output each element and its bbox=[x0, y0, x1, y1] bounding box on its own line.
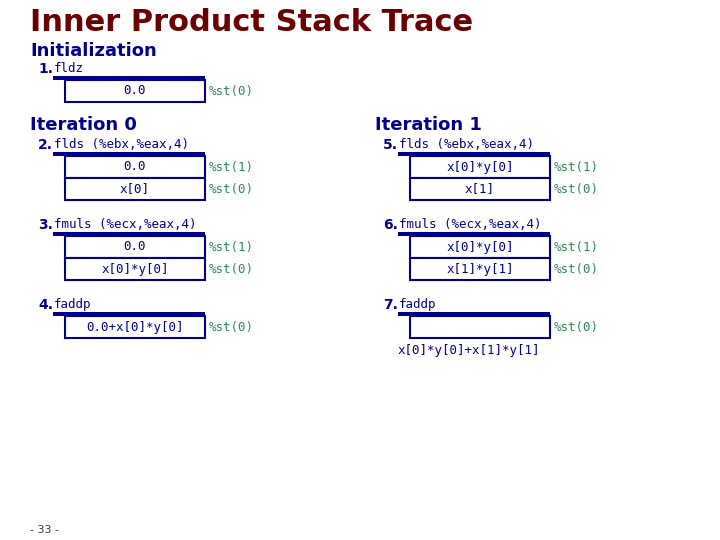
Bar bbox=[53, 76, 205, 80]
Text: 0.0: 0.0 bbox=[124, 240, 146, 253]
Text: faddp: faddp bbox=[399, 298, 436, 311]
Text: flds (%ebx,%eax,4): flds (%ebx,%eax,4) bbox=[54, 138, 189, 151]
Bar bbox=[65, 80, 205, 102]
Text: x[1]*y[1]: x[1]*y[1] bbox=[446, 262, 514, 275]
Text: %st(0): %st(0) bbox=[554, 183, 599, 195]
Text: x[0]*y[0]: x[0]*y[0] bbox=[446, 160, 514, 173]
Text: 7.: 7. bbox=[383, 298, 398, 312]
Bar bbox=[410, 258, 550, 280]
Text: %st(0): %st(0) bbox=[209, 84, 254, 98]
Text: 0.0: 0.0 bbox=[124, 84, 146, 98]
Text: Iteration 1: Iteration 1 bbox=[375, 116, 482, 134]
Text: fmuls (%ecx,%eax,4): fmuls (%ecx,%eax,4) bbox=[399, 218, 541, 231]
Text: %st(0): %st(0) bbox=[554, 321, 599, 334]
Text: 0.0: 0.0 bbox=[124, 160, 146, 173]
Text: %st(1): %st(1) bbox=[554, 240, 599, 253]
Text: flds (%ebx,%eax,4): flds (%ebx,%eax,4) bbox=[399, 138, 534, 151]
Text: %st(0): %st(0) bbox=[209, 321, 254, 334]
Text: %st(1): %st(1) bbox=[554, 160, 599, 173]
Bar bbox=[65, 178, 205, 200]
Text: 4.: 4. bbox=[38, 298, 53, 312]
Bar bbox=[65, 156, 205, 178]
Text: fldz: fldz bbox=[54, 62, 84, 75]
Bar bbox=[398, 232, 550, 236]
Text: %st(1): %st(1) bbox=[209, 160, 254, 173]
Text: %st(1): %st(1) bbox=[209, 240, 254, 253]
Text: x[0]*y[0]+x[1]*y[1]: x[0]*y[0]+x[1]*y[1] bbox=[398, 344, 541, 357]
Bar bbox=[65, 258, 205, 280]
Bar bbox=[65, 316, 205, 338]
Text: x[0]*y[0]: x[0]*y[0] bbox=[102, 262, 168, 275]
Text: 5.: 5. bbox=[383, 138, 398, 152]
Bar bbox=[410, 156, 550, 178]
Text: Initialization: Initialization bbox=[30, 42, 157, 60]
Text: 1.: 1. bbox=[38, 62, 53, 76]
Text: Inner Product Stack Trace: Inner Product Stack Trace bbox=[30, 8, 473, 37]
Text: %st(0): %st(0) bbox=[209, 262, 254, 275]
Text: 2.: 2. bbox=[38, 138, 53, 152]
Text: 3.: 3. bbox=[38, 218, 53, 232]
Text: 0.0+x[0]*y[0]: 0.0+x[0]*y[0] bbox=[86, 321, 184, 334]
Text: fmuls (%ecx,%eax,4): fmuls (%ecx,%eax,4) bbox=[54, 218, 197, 231]
Text: %st(0): %st(0) bbox=[209, 183, 254, 195]
Bar bbox=[65, 236, 205, 258]
Text: x[0]: x[0] bbox=[120, 183, 150, 195]
Text: faddp: faddp bbox=[54, 298, 91, 311]
Text: x[0]*y[0]: x[0]*y[0] bbox=[446, 240, 514, 253]
Text: %st(0): %st(0) bbox=[554, 262, 599, 275]
Bar bbox=[410, 236, 550, 258]
Bar bbox=[398, 312, 550, 316]
Text: 6.: 6. bbox=[383, 218, 398, 232]
Bar bbox=[398, 152, 550, 156]
Bar bbox=[53, 152, 205, 156]
Bar bbox=[53, 232, 205, 236]
Bar bbox=[410, 316, 550, 338]
Text: Iteration 0: Iteration 0 bbox=[30, 116, 137, 134]
Text: x[1]: x[1] bbox=[465, 183, 495, 195]
Bar bbox=[53, 312, 205, 316]
Text: - 33 -: - 33 - bbox=[30, 525, 59, 535]
Bar bbox=[410, 178, 550, 200]
